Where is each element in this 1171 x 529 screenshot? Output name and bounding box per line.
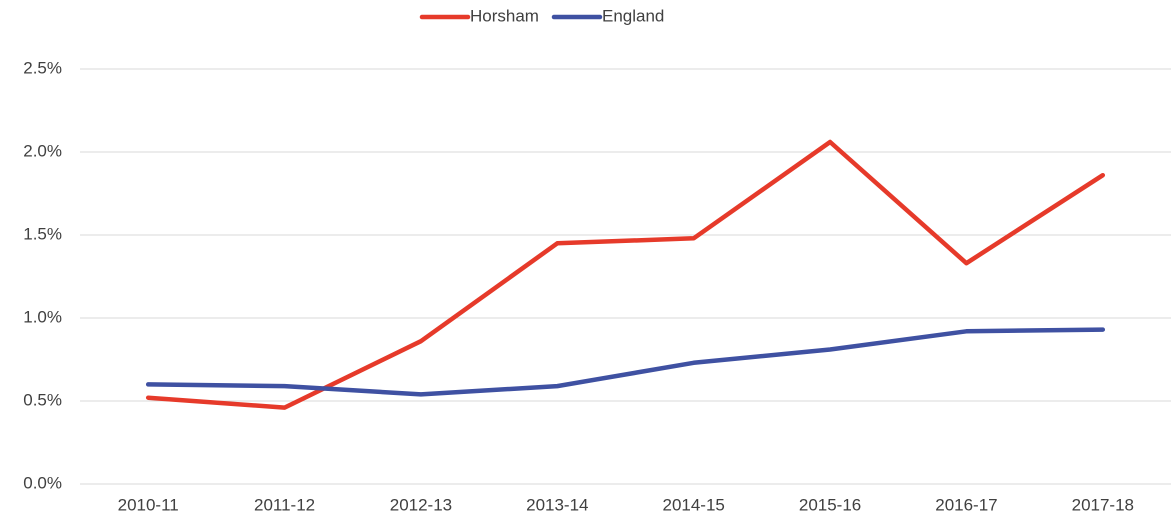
legend-label: England bbox=[602, 6, 664, 25]
x-tick-label: 2011-12 bbox=[254, 495, 315, 514]
y-tick-label: 0.0% bbox=[23, 473, 62, 492]
series-line bbox=[145, 327, 1106, 397]
series-line bbox=[145, 139, 1106, 410]
x-tick-label: 2013-14 bbox=[526, 495, 588, 514]
x-tick-label: 2010-11 bbox=[118, 495, 179, 514]
y-tick-label: 1.5% bbox=[23, 224, 62, 243]
x-tick-label: 2012-13 bbox=[390, 495, 452, 514]
x-tick-label: 2017-18 bbox=[1072, 495, 1134, 514]
y-tick-label: 0.5% bbox=[23, 390, 62, 409]
x-tick-label: 2015-16 bbox=[799, 495, 861, 514]
y-tick-label: 2.0% bbox=[23, 141, 62, 160]
x-tick-label: 2014-15 bbox=[662, 495, 724, 514]
y-tick-label: 2.5% bbox=[23, 58, 62, 77]
x-tick-label: 2016-17 bbox=[935, 495, 997, 514]
y-tick-label: 1.0% bbox=[23, 307, 62, 326]
legend-label: Horsham bbox=[470, 6, 539, 25]
